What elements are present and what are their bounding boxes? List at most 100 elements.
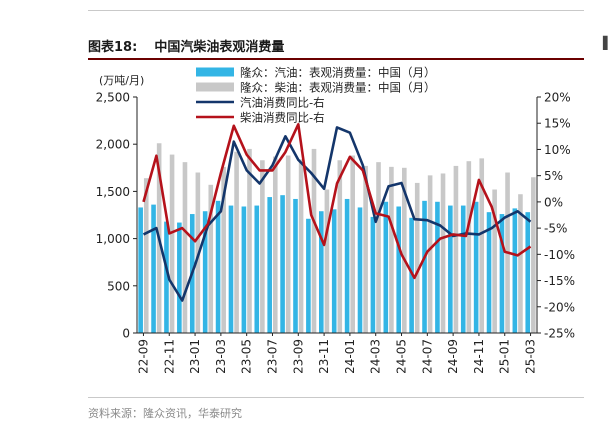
legend-diesel-bar-label: 隆众：柴油：表观消费量：中国（月）	[240, 81, 436, 95]
bar-gasoline	[460, 205, 466, 333]
bar-gasoline	[267, 197, 272, 333]
y-tick-label-left: 0	[122, 327, 130, 341]
line-diesel-yoy	[142, 123, 532, 280]
bar-diesel	[376, 162, 381, 333]
footer-rule	[88, 397, 584, 398]
legend-gasoline-bar-label: 隆众：汽油：表观消费量：中国（月）	[240, 66, 436, 80]
y-tick-label-left: 1,000	[96, 232, 130, 246]
bar-gasoline	[138, 207, 143, 333]
chart: 0 500 1,000 1,500 2,000 2,500 -25% -20% -15% -10%…	[96, 66, 575, 374]
x-tick-label: 25-03	[524, 339, 538, 374]
y-tick-label-left: 500	[107, 279, 130, 293]
y-tick-label-right: -10%	[544, 248, 575, 262]
bar-gasoline	[306, 218, 311, 333]
bar-diesel	[337, 160, 343, 333]
y-tick-label-right: -25%	[544, 327, 575, 341]
bar-diesel	[221, 166, 226, 333]
figure-header: 图表18: 中国汽柴油表观消费量	[88, 36, 584, 58]
bar-gasoline	[525, 212, 531, 333]
legend-diesel-yoy-label: 柴油消费同比-右	[240, 111, 325, 125]
bar-gasoline	[512, 208, 518, 333]
header-rule	[88, 58, 584, 60]
y-tick-label-right: 15%	[544, 117, 571, 131]
bar-diesel	[518, 194, 523, 333]
bar-gasoline	[215, 200, 221, 333]
bar-gasoline	[151, 204, 156, 333]
y-tick-label-right: -20%	[544, 300, 575, 314]
bar-diesel	[479, 158, 485, 333]
source-note: 资料来源：隆众资讯，华泰研究	[88, 407, 242, 420]
bar-diesel	[143, 178, 149, 333]
bar-gasoline	[473, 201, 479, 333]
bar-gasoline	[254, 205, 260, 333]
bar-diesel	[453, 165, 459, 333]
x-tick-label: 24-05	[395, 339, 409, 374]
bar-diesel	[427, 175, 433, 333]
x-tick-label: 24-07	[420, 339, 434, 374]
bar-gasoline	[293, 198, 298, 333]
bar-diesel	[234, 151, 239, 333]
x-tick-label: 23-05	[240, 339, 254, 374]
bar-gasoline	[448, 205, 453, 333]
bar-gasoline	[280, 195, 285, 333]
bar-diesel	[169, 154, 175, 333]
y-tick-label-left: 2,500	[96, 91, 130, 105]
bar-diesel	[272, 156, 278, 333]
bar-gasoline	[177, 222, 182, 333]
y-tick-label-right: 5%	[544, 169, 563, 183]
bar-diesel	[247, 148, 252, 333]
x-tick-label: 22-11	[162, 339, 176, 374]
bar-diesel	[260, 160, 265, 333]
bar-gasoline	[396, 206, 402, 333]
bar-gasoline	[383, 201, 389, 333]
bar-gasoline	[499, 214, 505, 333]
x-tick-label: 24-11	[472, 339, 486, 374]
bar-gasoline	[331, 209, 337, 333]
bar-diesel	[440, 173, 446, 333]
bar-gasoline	[370, 216, 376, 333]
y-axis-label: (万吨/月)	[99, 74, 144, 87]
bar-gasoline	[318, 211, 324, 333]
x-tick-label: 23-03	[214, 339, 228, 374]
x-tick-label: 22-09	[136, 339, 150, 374]
y-tick-label-left: 1,500	[96, 185, 130, 199]
bar-diesel	[182, 162, 188, 333]
x-tick-label: 25-01	[498, 339, 512, 374]
edge-glyph-top: ▌	[603, 36, 613, 50]
y-tick-label-right: 20%	[544, 91, 571, 105]
bar-gasoline	[202, 211, 208, 333]
x-tick-label: 23-01	[188, 339, 202, 374]
bar-diesel	[311, 148, 317, 333]
bar-diesel	[285, 155, 291, 333]
legend-diesel-bar-swatch	[196, 82, 234, 92]
bar-diesel	[414, 182, 420, 333]
bar-diesel	[298, 159, 304, 333]
line-gasoline-yoy	[142, 126, 532, 302]
y-tick-label-right: 0%	[544, 195, 563, 209]
figure-label: 图表18:	[88, 40, 138, 55]
bar-gasoline	[357, 207, 363, 333]
bar-gasoline	[164, 221, 169, 333]
bar-gasoline	[422, 200, 427, 333]
bar-gasoline	[241, 206, 247, 333]
bar-diesel	[350, 155, 356, 333]
bar-diesel	[402, 167, 407, 333]
figure-title: 中国汽柴油表观消费量	[154, 40, 285, 55]
bar-gasoline	[435, 201, 440, 333]
x-tick-label: 23-07	[265, 339, 279, 374]
bar-diesel	[531, 177, 536, 333]
y-tick-label-left: 2,000	[96, 138, 130, 152]
bar-diesel	[389, 166, 394, 333]
bar-gasoline	[486, 212, 492, 333]
legend-gasoline-yoy-label: 汽油消费同比-右	[240, 96, 325, 110]
x-tick-label: 24-09	[446, 339, 460, 374]
x-tick-label: 24-03	[369, 339, 383, 374]
y-tick-label-right: -5%	[544, 222, 567, 236]
legend-gasoline-bar-swatch	[196, 67, 234, 77]
bar-diesel	[324, 189, 330, 333]
y-tick-label-right: 10%	[544, 143, 571, 157]
bar-diesel	[208, 184, 214, 333]
bar-diesel	[363, 165, 368, 333]
bar-gasoline	[344, 198, 350, 333]
bar-diesel	[466, 161, 472, 333]
